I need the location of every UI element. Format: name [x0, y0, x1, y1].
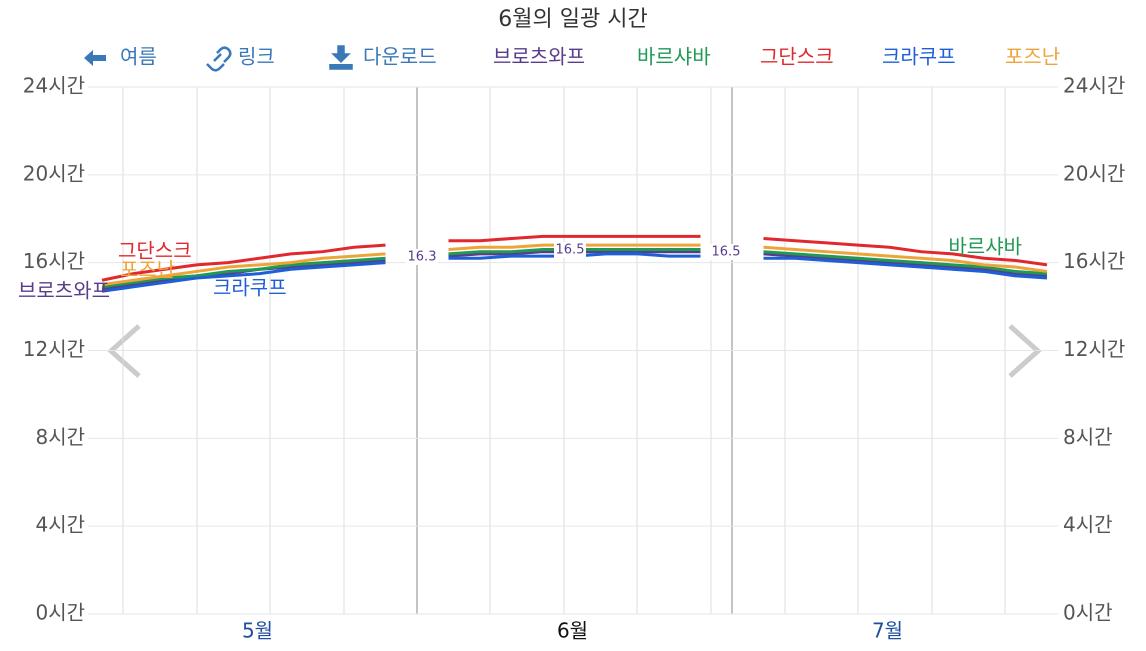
y2-tick-label: 12시간 — [1063, 337, 1125, 361]
series-label: 크라쿠프 — [213, 276, 287, 300]
legend-entry[interactable]: 포즈난 — [1005, 45, 1060, 69]
y2-tick-label: 4시간 — [1063, 513, 1113, 537]
value-label-bg — [554, 242, 586, 258]
y-tick-label: 24시간 — [23, 74, 85, 98]
y-tick-label: 8시간 — [35, 425, 85, 449]
value-label-bg — [710, 244, 742, 260]
series-label: 브로츠와프 — [18, 279, 110, 303]
value-label: 16.3 — [408, 250, 437, 265]
y-tick-label: 4시간 — [35, 513, 85, 537]
series-label: 그단스크 — [118, 239, 192, 263]
legend-entry[interactable]: 그단스크 — [760, 45, 834, 69]
value-label-bg — [406, 249, 438, 265]
back-icon[interactable] — [84, 50, 106, 66]
summer-button[interactable]: 여름 — [120, 45, 157, 69]
y-tick-label: 0시간 — [35, 601, 85, 625]
y2-tick-label: 20시간 — [1063, 161, 1125, 185]
link-icon[interactable] — [206, 46, 232, 72]
y-tick-label: 16시간 — [23, 249, 85, 273]
download-icon[interactable] — [329, 45, 353, 70]
legend-entry[interactable]: 크라쿠프 — [882, 45, 956, 69]
legend-entry[interactable]: 브로츠와프 — [493, 45, 585, 69]
y-tick-label: 20시간 — [23, 161, 85, 185]
value-label: 16.5 — [556, 243, 585, 258]
series-label: 포즈난 — [120, 258, 175, 282]
y2-tick-label: 24시간 — [1063, 74, 1125, 98]
y2-tick-label: 0시간 — [1063, 601, 1113, 625]
series-label: 바르샤바 — [948, 235, 1022, 259]
x-tick-label: 5월 — [242, 619, 273, 643]
y2-tick-label: 16시간 — [1063, 249, 1125, 273]
toolbar: 여름 링크 다운로드 — [84, 45, 437, 72]
x-tick-label: 7월 — [872, 619, 903, 643]
x-tick-label: 6월 — [557, 619, 588, 643]
legend-entry[interactable]: 바르샤바 — [637, 45, 711, 69]
value-label: 16.5 — [712, 245, 741, 260]
y2-tick-label: 8시간 — [1063, 425, 1113, 449]
chart-title: 6월의 일광 시간 — [498, 7, 647, 32]
y-tick-label: 12시간 — [23, 337, 85, 361]
series-line — [101, 234, 1048, 282]
link-button[interactable]: 링크 — [238, 45, 275, 69]
download-button[interactable]: 다운로드 — [363, 45, 437, 69]
